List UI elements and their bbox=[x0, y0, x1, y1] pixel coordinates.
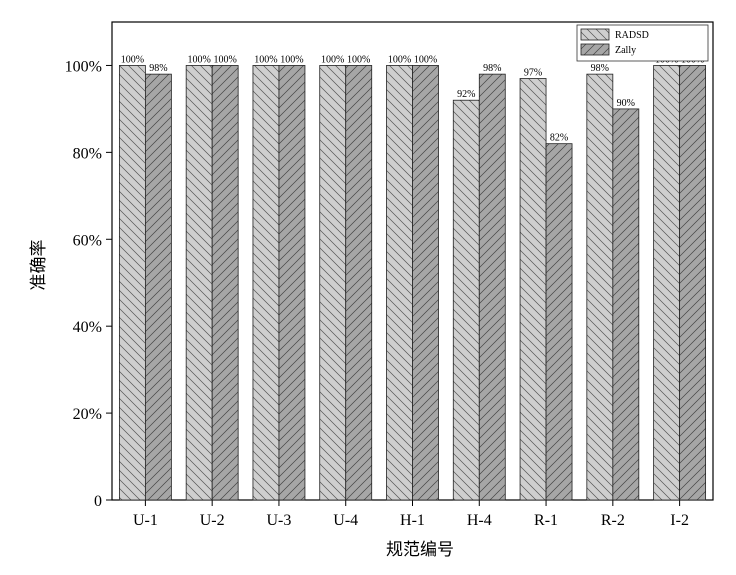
x-tick-label: R-2 bbox=[601, 512, 625, 529]
bar-zally-h-1 bbox=[412, 65, 439, 501]
bar-radsd-u-4 bbox=[319, 65, 347, 501]
y-tick-label: 40% bbox=[73, 319, 102, 336]
bar-zally-r-1 bbox=[545, 143, 573, 501]
legend-label-zally: Zally bbox=[615, 45, 636, 56]
data-label: 97% bbox=[524, 67, 542, 78]
bar-radsd-u-2 bbox=[185, 65, 213, 501]
data-label: 100% bbox=[213, 54, 236, 65]
data-label: 82% bbox=[550, 133, 568, 144]
data-label: 100% bbox=[388, 54, 411, 65]
bar-zally-h-4 bbox=[478, 73, 506, 501]
data-label: 90% bbox=[617, 98, 635, 109]
y-tick-label: 80% bbox=[73, 145, 102, 162]
y-tick-label: 20% bbox=[73, 406, 102, 423]
legend-swatch-radsd bbox=[580, 28, 610, 41]
x-tick-label: I-2 bbox=[670, 512, 689, 529]
data-label: 98% bbox=[483, 63, 501, 74]
data-label: 98% bbox=[591, 63, 609, 74]
x-axis-title: 规范编号 bbox=[386, 540, 454, 560]
bar-radsd-h-1 bbox=[386, 65, 413, 501]
data-label: 100% bbox=[347, 54, 370, 65]
x-tick-label: H-1 bbox=[400, 512, 425, 529]
legend-label-radsd: RADSD bbox=[615, 30, 649, 41]
bar-radsd-u-3 bbox=[252, 65, 280, 501]
bar-zally-u-2 bbox=[211, 65, 239, 501]
bar-zally-u-1 bbox=[144, 73, 172, 501]
data-label: 100% bbox=[187, 54, 210, 65]
data-label: 98% bbox=[149, 63, 167, 74]
y-tick-label: 0 bbox=[94, 493, 102, 510]
y-axis-title: 准确率 bbox=[29, 240, 49, 291]
y-tick-label: 100% bbox=[65, 58, 102, 75]
bar-zally-r-2 bbox=[612, 108, 640, 501]
x-tick-label: R-1 bbox=[534, 512, 558, 529]
x-tick-label: H-4 bbox=[467, 512, 492, 529]
data-label: 100% bbox=[321, 54, 344, 65]
bar-radsd-u-1 bbox=[118, 65, 146, 501]
x-tick-label: U-3 bbox=[266, 512, 291, 529]
x-tick-label: U-4 bbox=[333, 512, 358, 529]
data-label: 100% bbox=[121, 54, 144, 65]
bar-zally-i-2 bbox=[679, 65, 707, 501]
data-label: 100% bbox=[254, 54, 277, 65]
x-tick-label: U-2 bbox=[200, 512, 225, 529]
bar-radsd-r-2 bbox=[586, 73, 614, 501]
bar-radsd-i-2 bbox=[653, 65, 681, 501]
data-label: 100% bbox=[280, 54, 303, 65]
bar-zally-u-3 bbox=[278, 65, 306, 501]
data-label: 100% bbox=[414, 54, 437, 65]
x-tick-label: U-1 bbox=[133, 512, 158, 529]
legend-swatch-zally bbox=[580, 43, 610, 56]
bar-radsd-h-4 bbox=[452, 99, 480, 501]
y-tick-label: 60% bbox=[73, 232, 102, 249]
bar-zally-u-4 bbox=[345, 65, 373, 501]
data-label: 92% bbox=[457, 89, 475, 100]
bar-radsd-r-1 bbox=[519, 78, 547, 501]
